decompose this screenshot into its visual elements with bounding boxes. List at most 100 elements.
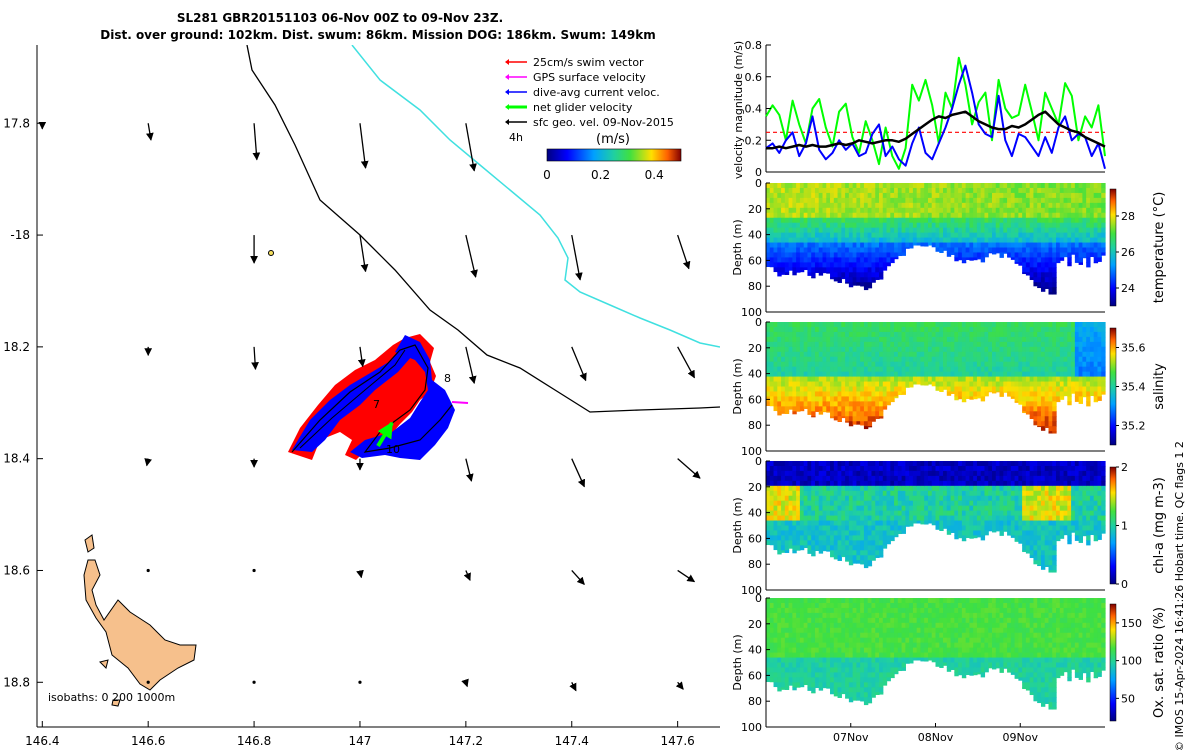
heatmap-cell (886, 376, 891, 383)
heatmap-cell (984, 391, 989, 397)
heatmap-cell (818, 207, 824, 214)
heatmap-cell (1040, 550, 1046, 556)
heatmap-cell (1074, 247, 1080, 254)
heatmap-cell (852, 515, 857, 522)
heatmap-cell (1022, 356, 1027, 363)
heatmap-cell (901, 505, 906, 512)
heatmap-cell (766, 252, 771, 259)
heatmap-cell (950, 525, 955, 532)
heatmap-cell (1048, 197, 1053, 204)
heatmap-cell (1018, 351, 1023, 358)
heatmap-cell (1082, 356, 1087, 363)
heatmap-cell (980, 247, 986, 254)
heatmap-cell (958, 322, 963, 328)
heatmap-cell (988, 207, 993, 214)
heatmap-cell (999, 217, 1004, 224)
heatmap-cell (841, 202, 846, 209)
heatmap-cell (781, 480, 786, 487)
heatmap-cell (811, 540, 816, 546)
heatmap-cell (841, 207, 846, 214)
heatmap-cell (1067, 227, 1072, 234)
heatmap-cell (1029, 480, 1035, 487)
heatmap-cell (1044, 550, 1050, 556)
heatmap-cell (867, 520, 873, 527)
heatmap-cell (788, 207, 793, 214)
heatmap-cell (897, 475, 903, 482)
heatmap-cell (814, 212, 820, 219)
heatmap-cell (769, 510, 775, 517)
heatmap-cell (995, 252, 1001, 254)
heatmap-cell (852, 406, 857, 412)
heatmap-cell (1056, 480, 1061, 487)
heatmap-cell (958, 510, 963, 517)
heatmap-cell (1037, 366, 1042, 373)
heatmap-cell (1018, 461, 1023, 467)
heatmap-cell (886, 341, 891, 348)
heatmap-cell (1097, 326, 1102, 333)
heatmap-cell (980, 192, 986, 199)
heatmap-cell (931, 366, 937, 373)
heatmap-cell (897, 490, 903, 497)
heatmap-cell (1059, 386, 1065, 393)
heatmap-cell (863, 381, 869, 388)
heatmap-cell (1007, 530, 1012, 536)
heatmap-cell (1074, 336, 1080, 343)
heatmap-cell (848, 540, 854, 546)
heatmap-cell (935, 356, 940, 363)
heatmap-cell (856, 282, 861, 286)
heatmap-cell (1086, 351, 1091, 358)
heatmap-cell (766, 515, 771, 522)
heatmap-cell (833, 277, 839, 282)
heatmap-cell (777, 461, 782, 467)
heatmap-cell (976, 500, 982, 507)
heatmap-cell (958, 192, 963, 199)
heatmap-cell (1029, 500, 1035, 507)
heatmap-cell (814, 505, 820, 512)
heatmap-cell (781, 515, 786, 522)
heatmap-cell (1056, 262, 1061, 264)
heatmap-cell (984, 371, 989, 378)
heatmap-cell (950, 183, 955, 189)
heatmap-cell (943, 376, 948, 383)
heatmap-cell (863, 272, 869, 278)
heatmap-cell (890, 520, 895, 527)
heatmap-cell (1048, 495, 1053, 502)
heatmap-cell (1018, 401, 1023, 405)
heatmap-cell (841, 495, 846, 502)
heatmap-cell (837, 520, 842, 527)
heatmap-cell (1033, 242, 1038, 249)
heatmap-cell (1018, 470, 1023, 477)
heatmap-cell (777, 272, 782, 277)
heatmap-cell (1071, 252, 1076, 255)
heatmap-cell (788, 530, 793, 537)
heatmap-cell (1007, 232, 1012, 239)
heatmap-cell (875, 396, 880, 402)
heatmap-cell (924, 212, 929, 219)
heatmap-cell (845, 192, 850, 199)
heatmap-cell (916, 480, 922, 487)
heatmap-cell (1056, 510, 1061, 517)
heatmap-cell (1040, 247, 1046, 254)
heatmap-cell (1040, 217, 1046, 224)
heatmap-cell (1037, 510, 1042, 517)
heatmap-cell (848, 232, 854, 239)
heatmap-cell (976, 535, 982, 538)
heatmap-cell (879, 366, 884, 373)
heatmap-cell (841, 535, 846, 541)
heatmap-cell (969, 183, 974, 189)
heatmap-cell (1040, 257, 1046, 263)
heatmap-ylabel: Depth (m) (731, 219, 744, 275)
heatmap-cell (814, 366, 820, 373)
heatmap-cell (822, 257, 827, 263)
heatmap-cell (1101, 212, 1106, 219)
heatmap-cell (1063, 242, 1068, 249)
heatmap-cell (909, 505, 914, 512)
heatmap-cell (867, 470, 873, 477)
heatmap-cell (822, 187, 827, 194)
heatmap-colorbar (1109, 327, 1117, 446)
heatmap-cell (976, 212, 982, 219)
heatmap-cell (1007, 331, 1012, 338)
heatmap-cell (860, 406, 865, 412)
heatmap-cell (1029, 331, 1035, 338)
heatmap-cell (1007, 366, 1012, 373)
